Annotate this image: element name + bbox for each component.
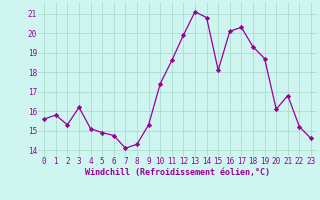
X-axis label: Windchill (Refroidissement éolien,°C): Windchill (Refroidissement éolien,°C): [85, 168, 270, 177]
